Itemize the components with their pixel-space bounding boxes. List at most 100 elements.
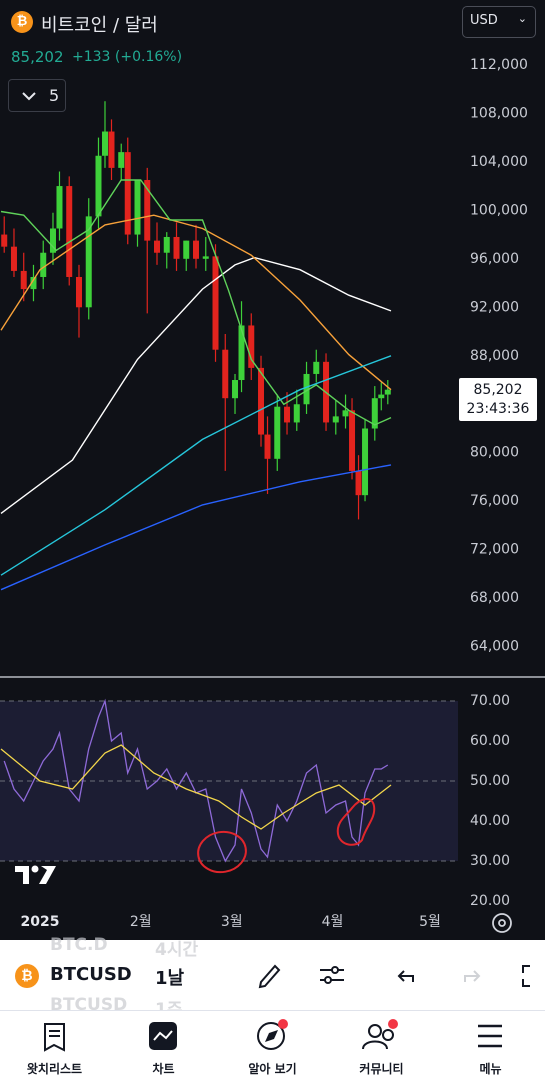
candle-body [371,398,378,429]
redo-icon[interactable] [457,962,485,990]
annotation-circle [197,830,247,874]
toolbar: BTC.D 4시간 ₿ BTCUSD 1날 BTCUSD 1주 왓치리스트 차트… [0,935,545,1080]
interval[interactable]: 1날 [155,968,185,989]
fullscreen-icon[interactable] [518,962,545,990]
menu-icon [478,1024,502,1048]
y-tick-label: 104,000 [470,154,528,170]
symbol-title: 비트코인 / 달러 [41,15,158,36]
draw-icon[interactable] [255,960,285,990]
chevron [22,92,36,101]
candle-body [342,410,349,417]
line [0,256,392,514]
currency-select[interactable]: USD ⌄ [462,6,536,38]
candle-body [193,240,200,259]
indicator-count: 5 [49,86,60,105]
community-icon [362,1019,398,1050]
indicator-toggle[interactable]: 5 [8,79,66,112]
line [3,698,389,863]
candle-body [95,155,102,217]
explore-icon [257,1019,288,1050]
candle-body [384,389,391,395]
candle-body [183,240,190,259]
y-tick-label: 80,000 [470,445,519,461]
candle-body [232,380,239,399]
chart-icon [149,1022,177,1050]
x-tick-label: 4월 [322,914,344,930]
candle-body [222,349,229,399]
line [0,179,392,426]
candle-body [258,367,265,435]
candle-body [173,236,180,259]
line [0,214,392,391]
candle-body [303,373,310,405]
line [0,355,392,576]
candle-body [202,256,209,259]
settings-icon[interactable] [317,960,347,990]
nav-label: 알아 보기 [248,1062,297,1076]
currency: USD [470,13,498,28]
candle-body [1,234,8,247]
prev-interval[interactable]: 4시간 [155,940,199,960]
price-tag-countdown: 23:43:36 [467,401,530,417]
candle-body [378,394,385,399]
candle-body [10,246,17,271]
candle-body [238,325,245,381]
x-tick-label: 2월 [130,914,152,930]
candle-body [274,406,281,459]
btc-icon: ₿ [11,11,33,33]
next-symbol[interactable]: BTCUSD [50,995,128,1010]
prev-symbol[interactable]: BTC.D [50,935,108,955]
symbol[interactable]: BTCUSD [50,964,132,985]
y-tick-label: 30.00 [470,853,510,869]
nav-label: 차트 [152,1062,175,1076]
y-tick-label: 88,000 [470,348,519,364]
candle-body [85,216,92,308]
y-tick-label: 76,000 [470,493,519,509]
x-tick-label: 2025 [20,914,59,930]
line [0,744,392,830]
candle-body [49,228,56,253]
y-tick-label: 108,000 [470,105,528,121]
candle-body [248,325,255,368]
annotation-circle [336,798,376,846]
y-tick-label: 20.00 [470,893,510,909]
candle-body [20,270,27,290]
y-tick-label: 70.00 [470,693,510,709]
candle-body [66,186,73,277]
candle-body [30,276,37,290]
candle-body [108,131,115,168]
undo-icon[interactable] [393,962,421,990]
btc-icon: ₿ [15,964,39,988]
candle-body [124,152,131,235]
candle-body [313,361,320,374]
last-price: 85,202 [11,48,64,66]
candle-body [362,428,369,496]
x-tick-label: 5월 [419,914,441,930]
chart: 64,00068,00072,00076,00080,00084,00088,0… [0,56,545,933]
line [0,464,392,591]
candle-body [284,406,291,423]
candle-body [56,186,63,229]
candle-body [212,256,219,350]
y-tick-label: 68,000 [470,590,519,606]
price-change: +133 (+0.16%) [72,49,183,65]
watchlist-icon [44,1023,65,1052]
y-tick-label: 112,000 [470,57,528,73]
nav-label: 커뮤니티 [359,1062,404,1076]
y-tick-label: 92,000 [470,299,519,315]
y-tick-label: 50.00 [470,773,510,789]
candle-body [163,236,170,253]
candle-body [355,470,362,496]
nav-border [0,1010,545,1011]
candle-body [118,152,125,168]
settings-icon[interactable] [492,913,512,933]
x-tick-label: 3월 [221,914,243,930]
y-tick-label: 60.00 [470,733,510,749]
next-interval[interactable]: 1주 [155,1000,183,1010]
candle-body [293,404,300,423]
plot: 64,00068,00072,00076,00080,00084,00088,0… [0,57,528,930]
price-tag-price: 85,202 [474,382,523,398]
logo [15,865,56,884]
y-tick-label: 96,000 [470,251,519,267]
